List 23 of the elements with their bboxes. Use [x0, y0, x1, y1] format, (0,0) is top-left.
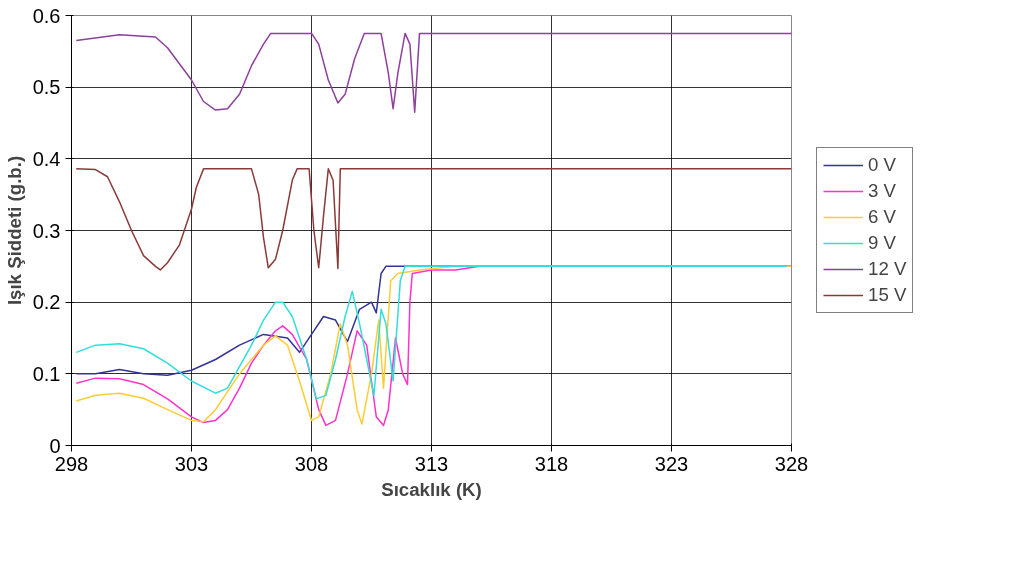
x-axis-title: Sıcaklık (K) [381, 478, 482, 500]
y-axis-title: Işık Şiddeti (g.b.) [3, 155, 25, 306]
x-tick-label: 328 [774, 452, 809, 475]
legend-label: 12 V [868, 258, 907, 280]
y-tick-label: 0.6 [32, 4, 61, 27]
y-tick-label: 0.3 [32, 219, 61, 242]
legend-label: 9 V [868, 232, 897, 254]
legend-label: 0 V [868, 154, 897, 176]
line-series [75, 32, 792, 113]
y-tick-label: 0.5 [32, 76, 61, 99]
y-tick-label: 0.1 [32, 362, 61, 385]
x-tick-label: 313 [414, 452, 449, 475]
x-tick-label: 318 [534, 452, 569, 475]
line-series [75, 265, 788, 400]
line-series [75, 168, 792, 271]
x-tick-label: 308 [294, 452, 329, 475]
legend-label: 15 V [868, 284, 907, 306]
x-tick-label: 323 [654, 452, 689, 475]
legend-label: 6 V [868, 206, 897, 228]
y-tick-label: 0.2 [32, 291, 61, 314]
x-tick-label: 303 [174, 452, 209, 475]
legend-label: 3 V [868, 180, 897, 202]
y-tick-label: 0.4 [32, 147, 61, 170]
